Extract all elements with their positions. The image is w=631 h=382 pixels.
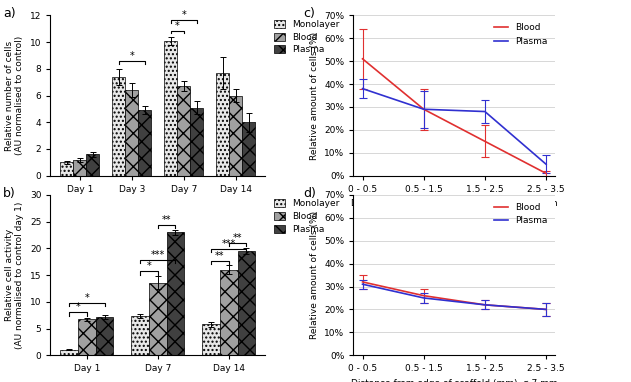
Bar <box>73 160 86 176</box>
Text: *: * <box>175 21 180 31</box>
Bar <box>131 316 149 355</box>
X-axis label: Distance from edge of scaffold (mm), ø 7 mm: Distance from edge of scaffold (mm), ø 7… <box>351 379 558 382</box>
Bar <box>242 122 256 176</box>
Y-axis label: Relative amount of cells (%): Relative amount of cells (%) <box>310 31 319 160</box>
Legend: Blood, Plasma: Blood, Plasma <box>490 20 551 50</box>
Bar <box>202 324 220 355</box>
Text: ***: *** <box>221 239 236 249</box>
Y-axis label: Relative amount of cells (%): Relative amount of cells (%) <box>310 211 319 339</box>
Bar <box>216 73 229 176</box>
Bar <box>191 108 203 176</box>
Legend: Blood, Plasma: Blood, Plasma <box>490 199 551 229</box>
Bar <box>78 319 96 355</box>
Text: **: ** <box>233 233 242 243</box>
Text: ***: *** <box>151 249 165 259</box>
Text: *: * <box>85 293 89 303</box>
Text: *: * <box>129 51 134 61</box>
Legend: Monolayer, Blood, Plasma: Monolayer, Blood, Plasma <box>274 199 339 234</box>
Bar <box>164 40 177 176</box>
Bar <box>60 350 78 355</box>
Text: c): c) <box>303 7 315 20</box>
Bar <box>149 283 167 355</box>
Bar <box>167 232 184 355</box>
X-axis label: Distance from edge of scaffold (mm), ø 7 mm: Distance from edge of scaffold (mm), ø 7… <box>351 199 558 208</box>
Bar <box>112 77 125 176</box>
Bar <box>96 317 114 355</box>
Bar <box>138 110 151 176</box>
Text: a): a) <box>3 7 16 20</box>
Text: **: ** <box>162 215 172 225</box>
Y-axis label: Relative number of cells
(AU normalised to control): Relative number of cells (AU normalised … <box>5 36 25 155</box>
Text: *: * <box>181 10 186 20</box>
Bar <box>220 270 237 355</box>
Text: d): d) <box>303 187 316 200</box>
Bar <box>177 86 191 176</box>
Text: *: * <box>146 261 151 271</box>
Text: *: * <box>76 303 80 312</box>
Bar <box>60 162 73 176</box>
Bar <box>86 154 99 176</box>
Bar <box>229 96 242 176</box>
Bar <box>125 90 138 176</box>
Text: **: ** <box>215 251 225 261</box>
Bar <box>237 251 256 355</box>
Text: b): b) <box>3 187 16 200</box>
Legend: Monolayer, Blood, Plasma: Monolayer, Blood, Plasma <box>274 20 339 54</box>
Y-axis label: Relative cell activity
(AU normalised to control day 1): Relative cell activity (AU normalised to… <box>5 201 25 349</box>
